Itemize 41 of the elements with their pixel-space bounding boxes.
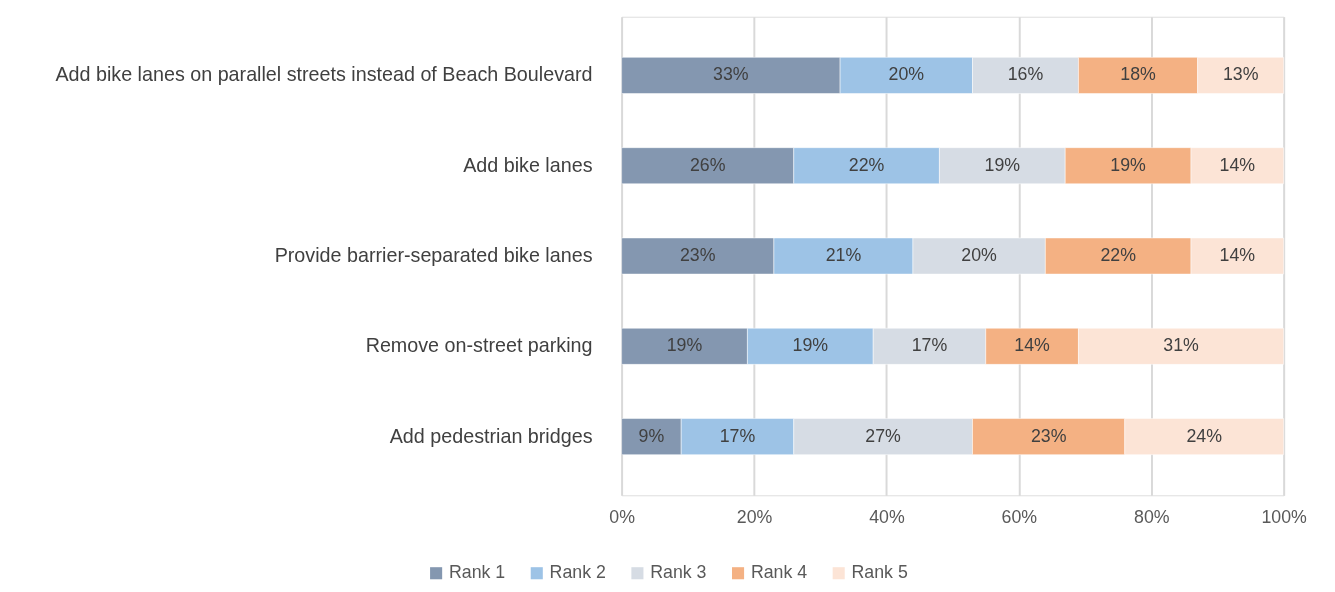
y-tick-label: Add pedestrian bridges	[389, 424, 593, 447]
legend-label: Rank 1	[448, 562, 506, 583]
data-label: 27%	[865, 425, 902, 446]
data-label: 23%	[679, 244, 716, 265]
y-tick-label: Add bike lanes on parallel streets instead of Beach Boulevard	[55, 63, 593, 86]
data-label: 31%	[1163, 335, 1200, 356]
data-label: 33%	[713, 64, 749, 85]
x-tick-label: 100%	[1261, 507, 1308, 528]
data-label: 22%	[848, 154, 885, 175]
legend-label: Rank 2	[549, 562, 606, 583]
legend-label: Rank 3	[650, 562, 707, 583]
x-tick-label: 40%	[869, 507, 905, 528]
x-tick-label: 80%	[1134, 507, 1170, 528]
x-tick-label: 60%	[1001, 507, 1038, 528]
data-label: 17%	[911, 335, 948, 356]
data-label: 14%	[1014, 335, 1051, 356]
data-label: 16%	[1007, 64, 1044, 85]
y-tick-label: Remove on-street parking	[365, 334, 593, 357]
data-label: 20%	[961, 244, 998, 265]
data-label: 14%	[1219, 244, 1256, 265]
data-label: 14%	[1219, 154, 1256, 175]
data-label: 22%	[1100, 244, 1137, 265]
y-tick-label: Add bike lanes	[463, 153, 593, 176]
legend-label: Rank 5	[851, 562, 908, 583]
data-label: 26%	[689, 154, 726, 175]
data-label: 9%	[638, 425, 665, 446]
data-label: 19%	[792, 335, 829, 356]
data-label: 19%	[984, 154, 1021, 175]
data-label: 24%	[1186, 425, 1223, 446]
data-label: 19%	[666, 335, 703, 356]
data-label: 13%	[1222, 64, 1259, 85]
x-tick-label: 0%	[609, 507, 636, 528]
y-tick-label: Provide barrier-separated bike lanes	[274, 243, 593, 266]
data-label: 20%	[888, 64, 925, 85]
data-label: 19%	[1110, 154, 1147, 175]
data-label: 17%	[719, 425, 756, 446]
data-label: 21%	[825, 244, 862, 265]
data-label: 18%	[1120, 64, 1157, 85]
legend-label: Rank 4	[750, 562, 808, 583]
x-tick-label: 20%	[736, 507, 773, 528]
data-label: 23%	[1030, 425, 1067, 446]
